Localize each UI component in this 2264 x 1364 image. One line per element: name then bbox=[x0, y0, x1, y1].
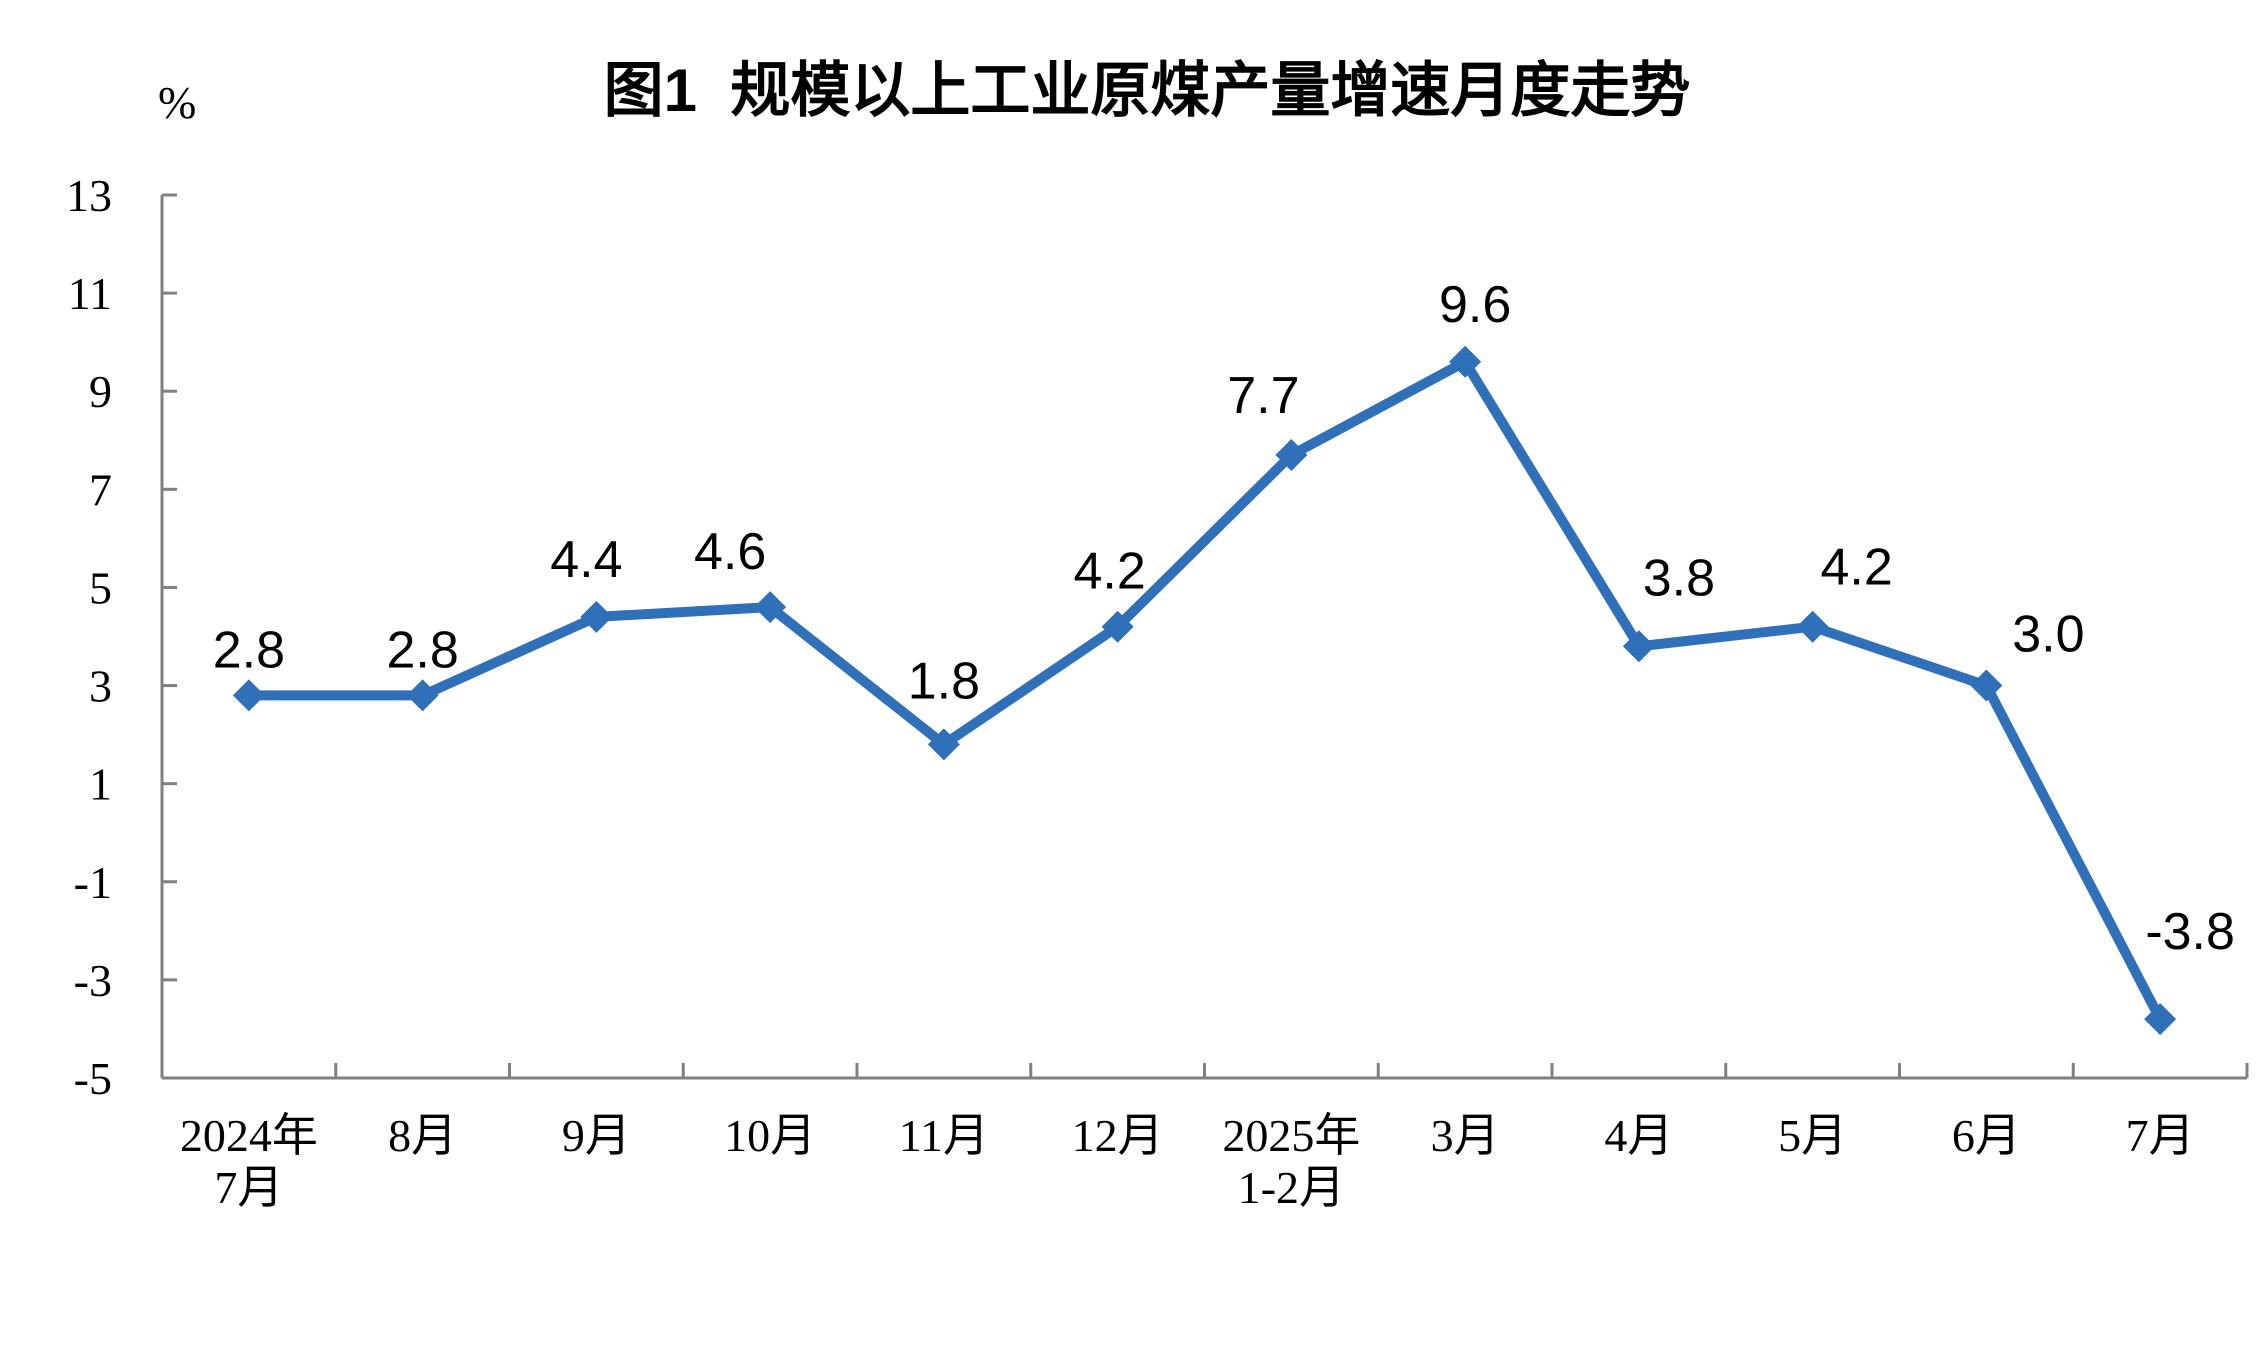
x-axis-label: 9月 bbox=[562, 1110, 631, 1161]
data-point-label: 4.6 bbox=[694, 523, 766, 581]
y-tick-label: -5 bbox=[74, 1053, 112, 1104]
data-point-marker bbox=[1449, 345, 1482, 378]
x-axis-label: 2025年 bbox=[1222, 1110, 1360, 1161]
data-point-marker bbox=[1622, 630, 1655, 663]
y-tick-label: 9 bbox=[89, 366, 112, 417]
data-point-label: 3.8 bbox=[1643, 549, 1715, 607]
x-axis-label: 11月 bbox=[899, 1110, 989, 1161]
data-point-marker bbox=[1275, 438, 1308, 471]
x-axis-label: 12月 bbox=[1072, 1110, 1164, 1161]
x-axis-label: 1-2月 bbox=[1238, 1162, 1345, 1213]
x-axis-label: 4月 bbox=[1604, 1110, 1673, 1161]
data-point-marker bbox=[1796, 610, 1829, 643]
y-tick-label: 5 bbox=[89, 562, 112, 613]
y-tick-label: -1 bbox=[74, 857, 112, 908]
data-point-label: 2.8 bbox=[386, 621, 458, 679]
x-axis-label: 3月 bbox=[1431, 1110, 1500, 1161]
y-tick-label: 1 bbox=[89, 759, 112, 810]
data-point-marker bbox=[1970, 669, 2003, 702]
data-point-label: 9.6 bbox=[1439, 276, 1511, 334]
data-point-label: 4.2 bbox=[1073, 543, 1145, 601]
y-tick-label: 3 bbox=[89, 661, 112, 712]
x-axis-label: 8月 bbox=[388, 1110, 457, 1161]
data-point-marker bbox=[754, 591, 787, 624]
x-axis-label: 10月 bbox=[724, 1110, 816, 1161]
y-tick-label: 11 bbox=[68, 268, 112, 319]
x-axis-label: 5月 bbox=[1778, 1110, 1847, 1161]
data-point-label: -3.8 bbox=[2145, 903, 2235, 961]
data-point-marker bbox=[580, 600, 613, 633]
y-tick-label: 7 bbox=[89, 464, 112, 515]
data-point-marker bbox=[2144, 1003, 2177, 1036]
data-point-marker bbox=[232, 679, 265, 712]
series-line bbox=[243, 356, 2166, 1025]
data-point-label: 1.8 bbox=[908, 652, 980, 710]
data-point-marker bbox=[406, 679, 439, 712]
data-point-label: 2.8 bbox=[213, 621, 285, 679]
data-point-marker bbox=[927, 728, 960, 761]
x-axis-label: 7月 bbox=[214, 1162, 283, 1213]
data-point-label: 4.2 bbox=[1820, 539, 1892, 597]
data-point-label: 3.0 bbox=[2012, 606, 2084, 664]
data-point-label: 4.4 bbox=[550, 531, 622, 589]
data-point-label: 7.7 bbox=[1227, 367, 1299, 425]
y-tick-label: -3 bbox=[74, 955, 112, 1006]
y-tick-label: 13 bbox=[66, 170, 112, 221]
x-axis-label: 2024年 bbox=[180, 1110, 318, 1161]
x-axis-label: 6月 bbox=[1952, 1110, 2021, 1161]
x-axis-label: 7月 bbox=[2126, 1110, 2195, 1161]
chart-title: 图1 规模以上工业原煤产量增速月度走势 bbox=[603, 57, 1691, 124]
y-axis-unit-label: % bbox=[158, 77, 197, 128]
data-point-marker bbox=[1101, 610, 1134, 643]
